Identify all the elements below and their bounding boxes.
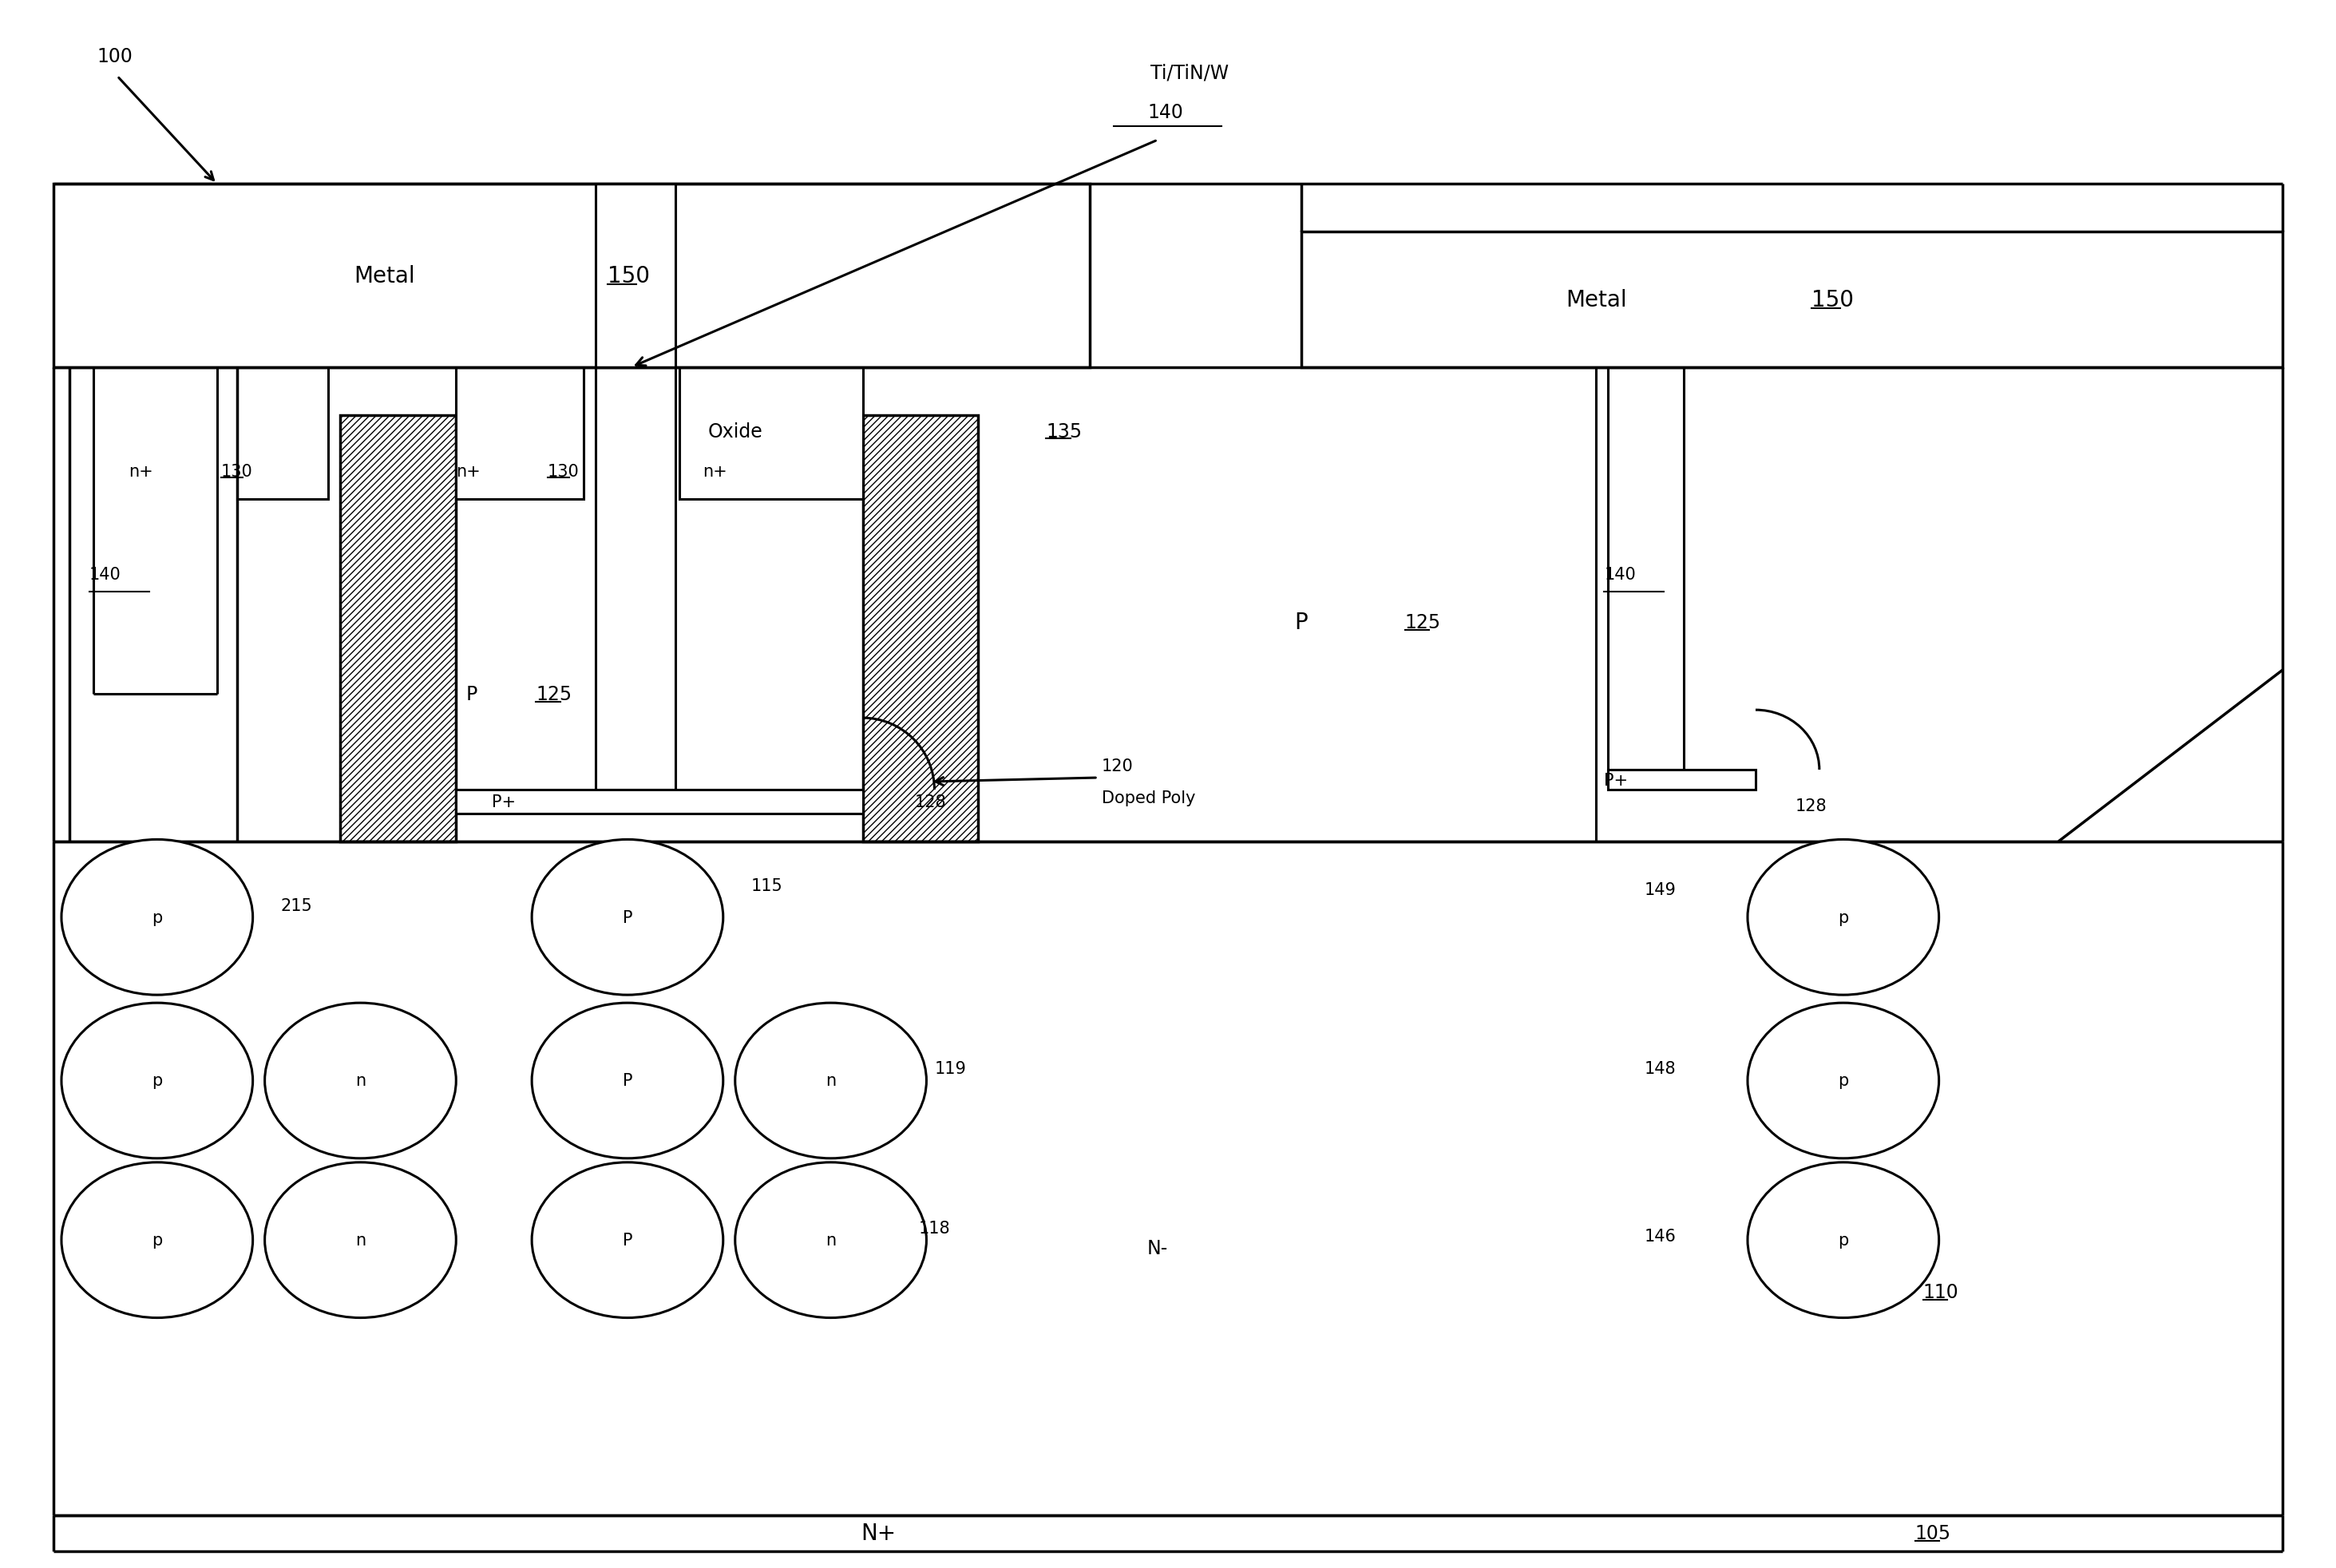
Text: n+: n+ bbox=[703, 463, 726, 480]
Text: 125: 125 bbox=[535, 685, 572, 704]
Bar bbox=[456, 367, 584, 499]
Bar bbox=[341, 416, 456, 842]
Text: p: p bbox=[1838, 1232, 1848, 1248]
Text: 146: 146 bbox=[1645, 1228, 1675, 1243]
Text: 100: 100 bbox=[98, 47, 133, 66]
Text: P: P bbox=[621, 909, 633, 925]
Ellipse shape bbox=[61, 1004, 252, 1159]
Text: N+: N+ bbox=[862, 1523, 897, 1544]
Ellipse shape bbox=[1747, 1162, 1939, 1317]
Ellipse shape bbox=[533, 840, 724, 996]
Text: P+: P+ bbox=[493, 793, 516, 811]
Text: P: P bbox=[621, 1232, 633, 1248]
Text: p: p bbox=[152, 1232, 164, 1248]
Text: 140: 140 bbox=[1147, 103, 1184, 122]
Bar bbox=[1607, 770, 1757, 790]
Text: n: n bbox=[825, 1232, 836, 1248]
Bar bbox=[680, 367, 862, 499]
Text: 130: 130 bbox=[222, 463, 252, 480]
Ellipse shape bbox=[533, 1004, 724, 1159]
Text: n+: n+ bbox=[456, 463, 481, 480]
Text: 105: 105 bbox=[1916, 1524, 1951, 1543]
Ellipse shape bbox=[264, 1162, 456, 1317]
Bar bbox=[456, 790, 862, 814]
Text: 110: 110 bbox=[1923, 1283, 1958, 1301]
Text: 128: 128 bbox=[916, 793, 946, 811]
Text: 115: 115 bbox=[752, 878, 783, 894]
Text: 140: 140 bbox=[1605, 568, 1635, 583]
Text: n: n bbox=[825, 1073, 836, 1088]
Text: N-: N- bbox=[1147, 1239, 1168, 1258]
Text: 119: 119 bbox=[934, 1062, 967, 1077]
Text: P: P bbox=[467, 685, 477, 704]
Text: P+: P+ bbox=[1605, 771, 1628, 789]
Text: 215: 215 bbox=[280, 897, 313, 914]
Bar bbox=[596, 185, 675, 367]
Ellipse shape bbox=[736, 1162, 927, 1317]
Text: 150: 150 bbox=[607, 265, 649, 287]
Text: Metal: Metal bbox=[1565, 289, 1626, 310]
Text: 150: 150 bbox=[1810, 289, 1855, 310]
Ellipse shape bbox=[61, 1162, 252, 1317]
Text: 130: 130 bbox=[547, 463, 579, 480]
Text: 149: 149 bbox=[1645, 881, 1675, 897]
Bar bbox=[1301, 232, 2282, 367]
Text: Metal: Metal bbox=[353, 265, 416, 287]
Text: n+: n+ bbox=[128, 463, 154, 480]
Bar bbox=[862, 416, 979, 842]
Bar bbox=[236, 367, 329, 499]
Text: 140: 140 bbox=[89, 568, 121, 583]
Text: P: P bbox=[621, 1073, 633, 1088]
Text: 118: 118 bbox=[918, 1220, 951, 1236]
Bar bbox=[596, 367, 675, 790]
Text: 135: 135 bbox=[1047, 422, 1082, 441]
Ellipse shape bbox=[264, 1004, 456, 1159]
Text: 125: 125 bbox=[1404, 613, 1441, 632]
Text: 148: 148 bbox=[1645, 1062, 1675, 1077]
Bar bbox=[1607, 367, 1684, 770]
Text: p: p bbox=[1838, 1073, 1848, 1088]
Ellipse shape bbox=[61, 840, 252, 996]
Ellipse shape bbox=[1747, 1004, 1939, 1159]
Text: n: n bbox=[355, 1073, 367, 1088]
Text: P: P bbox=[1294, 612, 1308, 633]
Text: Ti/TiN/W: Ti/TiN/W bbox=[1149, 63, 1229, 83]
Bar bbox=[54, 185, 1091, 367]
Text: p: p bbox=[152, 909, 164, 925]
Text: n: n bbox=[355, 1232, 367, 1248]
Text: Doped Poly: Doped Poly bbox=[1103, 790, 1196, 806]
Text: Oxide: Oxide bbox=[708, 422, 762, 441]
Ellipse shape bbox=[1747, 840, 1939, 996]
Ellipse shape bbox=[533, 1162, 724, 1317]
Text: 120: 120 bbox=[1103, 757, 1133, 775]
Text: p: p bbox=[152, 1073, 164, 1088]
Ellipse shape bbox=[736, 1004, 927, 1159]
Text: 128: 128 bbox=[1796, 798, 1827, 814]
Text: p: p bbox=[1838, 909, 1848, 925]
